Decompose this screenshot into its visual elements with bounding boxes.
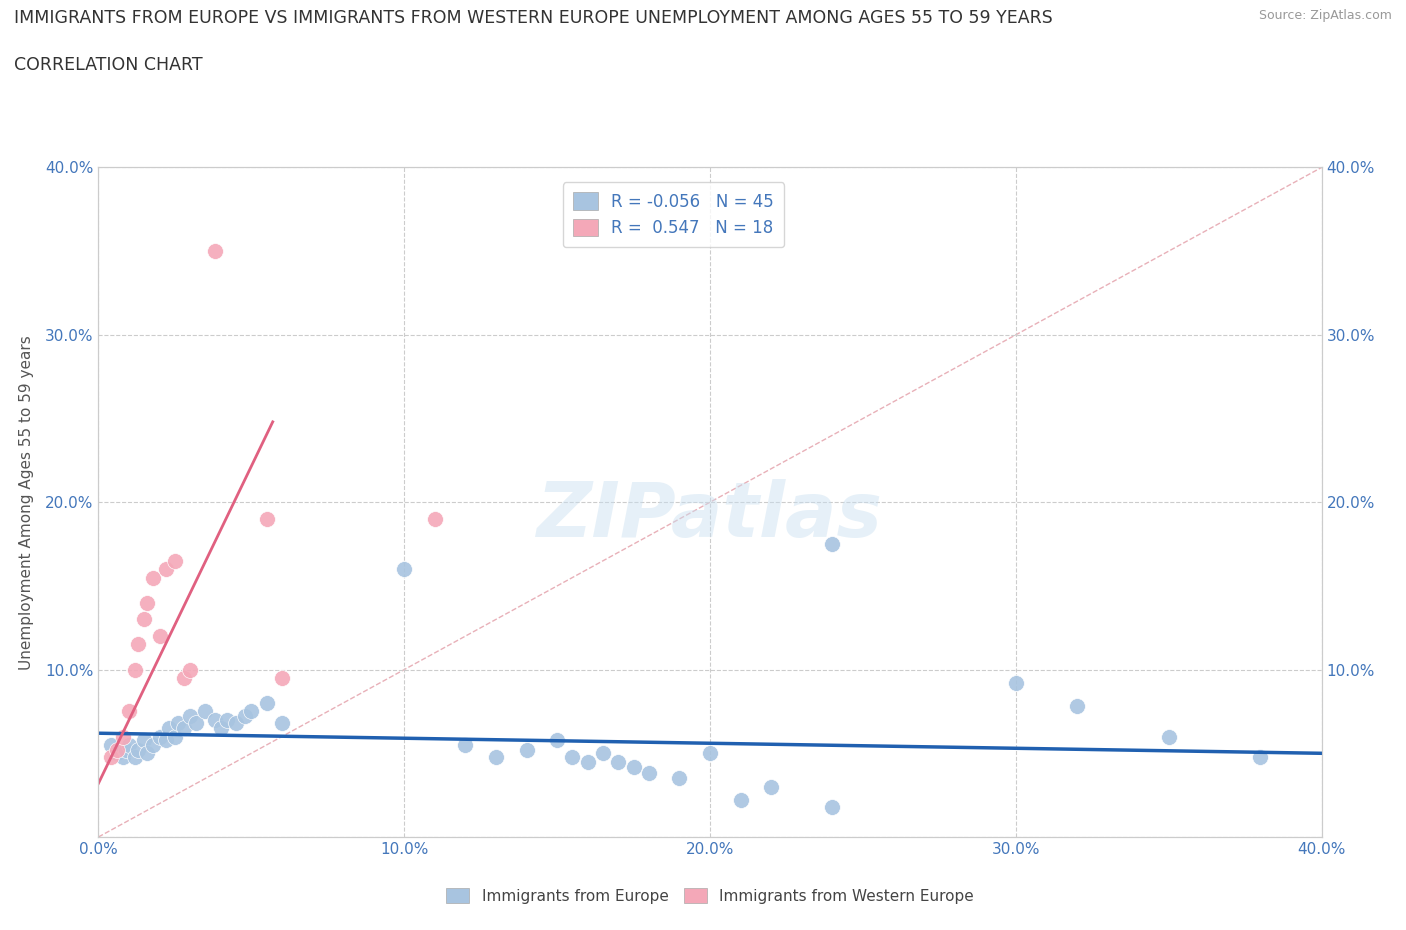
Point — [163, 553, 186, 568]
Point — [179, 709, 201, 724]
Legend: Immigrants from Europe, Immigrants from Western Europe: Immigrants from Europe, Immigrants from … — [440, 882, 980, 910]
Point — [134, 733, 156, 748]
Point — [225, 716, 247, 731]
Point — [100, 750, 122, 764]
Point — [179, 662, 201, 677]
Point — [561, 750, 583, 764]
Text: CORRELATION CHART: CORRELATION CHART — [14, 56, 202, 73]
Point — [194, 704, 217, 719]
Point — [623, 759, 645, 774]
Point — [149, 729, 172, 744]
Text: IMMIGRANTS FROM EUROPE VS IMMIGRANTS FROM WESTERN EUROPE UNEMPLOYMENT AMONG AGES: IMMIGRANTS FROM EUROPE VS IMMIGRANTS FRO… — [14, 9, 1053, 27]
Point — [118, 704, 141, 719]
Point — [592, 746, 614, 761]
Point — [124, 750, 146, 764]
Point — [124, 662, 146, 677]
Point — [127, 637, 149, 652]
Point — [118, 737, 141, 752]
Text: Source: ZipAtlas.com: Source: ZipAtlas.com — [1258, 9, 1392, 22]
Point — [270, 671, 292, 685]
Point — [157, 721, 180, 736]
Point — [111, 750, 134, 764]
Point — [546, 733, 568, 748]
Point — [1066, 699, 1088, 714]
Point — [1249, 750, 1271, 764]
Point — [136, 746, 159, 761]
Point — [204, 244, 226, 259]
Y-axis label: Unemployment Among Ages 55 to 59 years: Unemployment Among Ages 55 to 59 years — [18, 335, 34, 670]
Point — [240, 704, 263, 719]
Point — [127, 742, 149, 757]
Point — [821, 800, 844, 815]
Point — [270, 716, 292, 731]
Point — [516, 742, 538, 757]
Point — [1157, 729, 1180, 744]
Point — [163, 729, 186, 744]
Point — [233, 709, 256, 724]
Point — [149, 629, 172, 644]
Point — [105, 746, 128, 761]
Point — [637, 766, 661, 781]
Point — [821, 537, 844, 551]
Point — [105, 742, 128, 757]
Point — [115, 742, 138, 757]
Point — [134, 612, 156, 627]
Point — [759, 779, 782, 794]
Point — [699, 746, 721, 761]
Point — [668, 771, 690, 786]
Text: ZIPatlas: ZIPatlas — [537, 479, 883, 552]
Point — [256, 512, 278, 526]
Point — [100, 737, 122, 752]
Point — [392, 562, 416, 577]
Point — [256, 696, 278, 711]
Point — [1004, 675, 1026, 690]
Point — [576, 754, 599, 769]
Point — [173, 721, 195, 736]
Point — [730, 792, 752, 807]
Point — [485, 750, 508, 764]
Point — [215, 712, 238, 727]
Point — [155, 733, 177, 748]
Point — [142, 737, 165, 752]
Point — [167, 716, 190, 731]
Point — [136, 595, 159, 610]
Point — [204, 712, 226, 727]
Point — [454, 737, 477, 752]
Point — [423, 512, 446, 526]
Point — [142, 570, 165, 585]
Point — [173, 671, 195, 685]
Point — [111, 729, 134, 744]
Point — [155, 562, 177, 577]
Point — [607, 754, 630, 769]
Point — [186, 716, 208, 731]
Point — [209, 721, 232, 736]
